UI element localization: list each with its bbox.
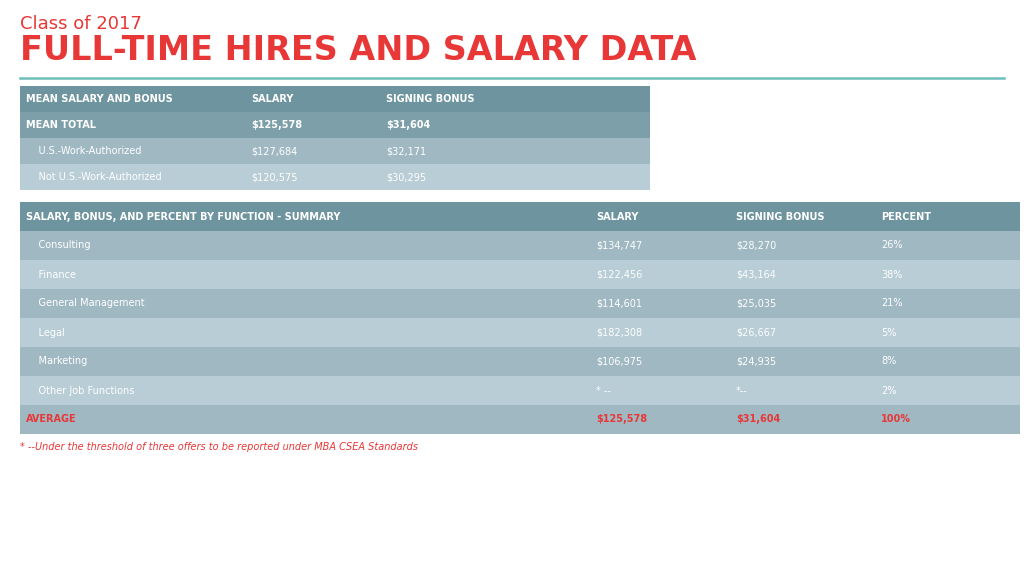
Text: $120,575: $120,575 <box>251 172 298 182</box>
Text: Marketing: Marketing <box>26 357 87 366</box>
Bar <box>20 347 1020 376</box>
Text: SIGNING BONUS: SIGNING BONUS <box>386 94 474 104</box>
Text: 38%: 38% <box>881 269 902 279</box>
Text: 2%: 2% <box>881 386 896 395</box>
Text: $30,295: $30,295 <box>386 172 426 182</box>
Text: $122,456: $122,456 <box>596 269 642 279</box>
Text: $31,604: $31,604 <box>736 415 780 424</box>
Bar <box>20 164 650 190</box>
Text: U.S.-Work-Authorized: U.S.-Work-Authorized <box>26 146 141 156</box>
Bar <box>20 112 650 138</box>
Bar <box>20 318 1020 347</box>
Bar <box>20 289 1020 318</box>
Text: $43,164: $43,164 <box>736 269 776 279</box>
Text: SALARY, BONUS, AND PERCENT BY FUNCTION - SUMMARY: SALARY, BONUS, AND PERCENT BY FUNCTION -… <box>26 211 340 222</box>
Text: $134,747: $134,747 <box>596 240 642 250</box>
Text: * --: * -- <box>596 386 611 395</box>
Text: $28,270: $28,270 <box>736 240 776 250</box>
Text: Consulting: Consulting <box>26 240 90 250</box>
Bar <box>20 405 1020 434</box>
Text: Other Job Functions: Other Job Functions <box>26 386 134 395</box>
Text: MEAN SALARY AND BONUS: MEAN SALARY AND BONUS <box>26 94 173 104</box>
Text: 100%: 100% <box>881 415 911 424</box>
Text: $125,578: $125,578 <box>251 120 302 130</box>
Text: 21%: 21% <box>881 299 902 308</box>
Text: $26,667: $26,667 <box>736 328 776 337</box>
Text: $127,684: $127,684 <box>251 146 297 156</box>
Text: * --Under the threshold of three offers to be reported under MBA CSEA Standards: * --Under the threshold of three offers … <box>20 442 418 452</box>
Text: $114,601: $114,601 <box>596 299 642 308</box>
Text: $106,975: $106,975 <box>596 357 642 366</box>
Bar <box>20 231 1020 260</box>
Text: $125,578: $125,578 <box>596 415 647 424</box>
Text: 5%: 5% <box>881 328 896 337</box>
Text: Class of 2017: Class of 2017 <box>20 15 142 33</box>
Text: AVERAGE: AVERAGE <box>26 415 77 424</box>
Bar <box>20 202 1020 231</box>
Bar <box>20 260 1020 289</box>
Text: Not U.S.-Work-Authorized: Not U.S.-Work-Authorized <box>26 172 162 182</box>
Text: 8%: 8% <box>881 357 896 366</box>
Text: PERCENT: PERCENT <box>881 211 931 222</box>
Text: 26%: 26% <box>881 240 902 250</box>
Bar <box>20 86 650 112</box>
Text: *--: *-- <box>736 386 748 395</box>
Text: General Management: General Management <box>26 299 144 308</box>
Text: SALARY: SALARY <box>596 211 638 222</box>
Text: SALARY: SALARY <box>251 94 293 104</box>
Text: SIGNING BONUS: SIGNING BONUS <box>736 211 824 222</box>
Text: $31,604: $31,604 <box>386 120 430 130</box>
Bar <box>20 376 1020 405</box>
Text: FULL-TIME HIRES AND SALARY DATA: FULL-TIME HIRES AND SALARY DATA <box>20 34 696 67</box>
Text: $182,308: $182,308 <box>596 328 642 337</box>
Text: Legal: Legal <box>26 328 65 337</box>
Text: $24,935: $24,935 <box>736 357 776 366</box>
Text: $25,035: $25,035 <box>736 299 776 308</box>
Text: $32,171: $32,171 <box>386 146 426 156</box>
Bar <box>20 138 650 164</box>
Text: MEAN TOTAL: MEAN TOTAL <box>26 120 96 130</box>
Text: Finance: Finance <box>26 269 76 279</box>
